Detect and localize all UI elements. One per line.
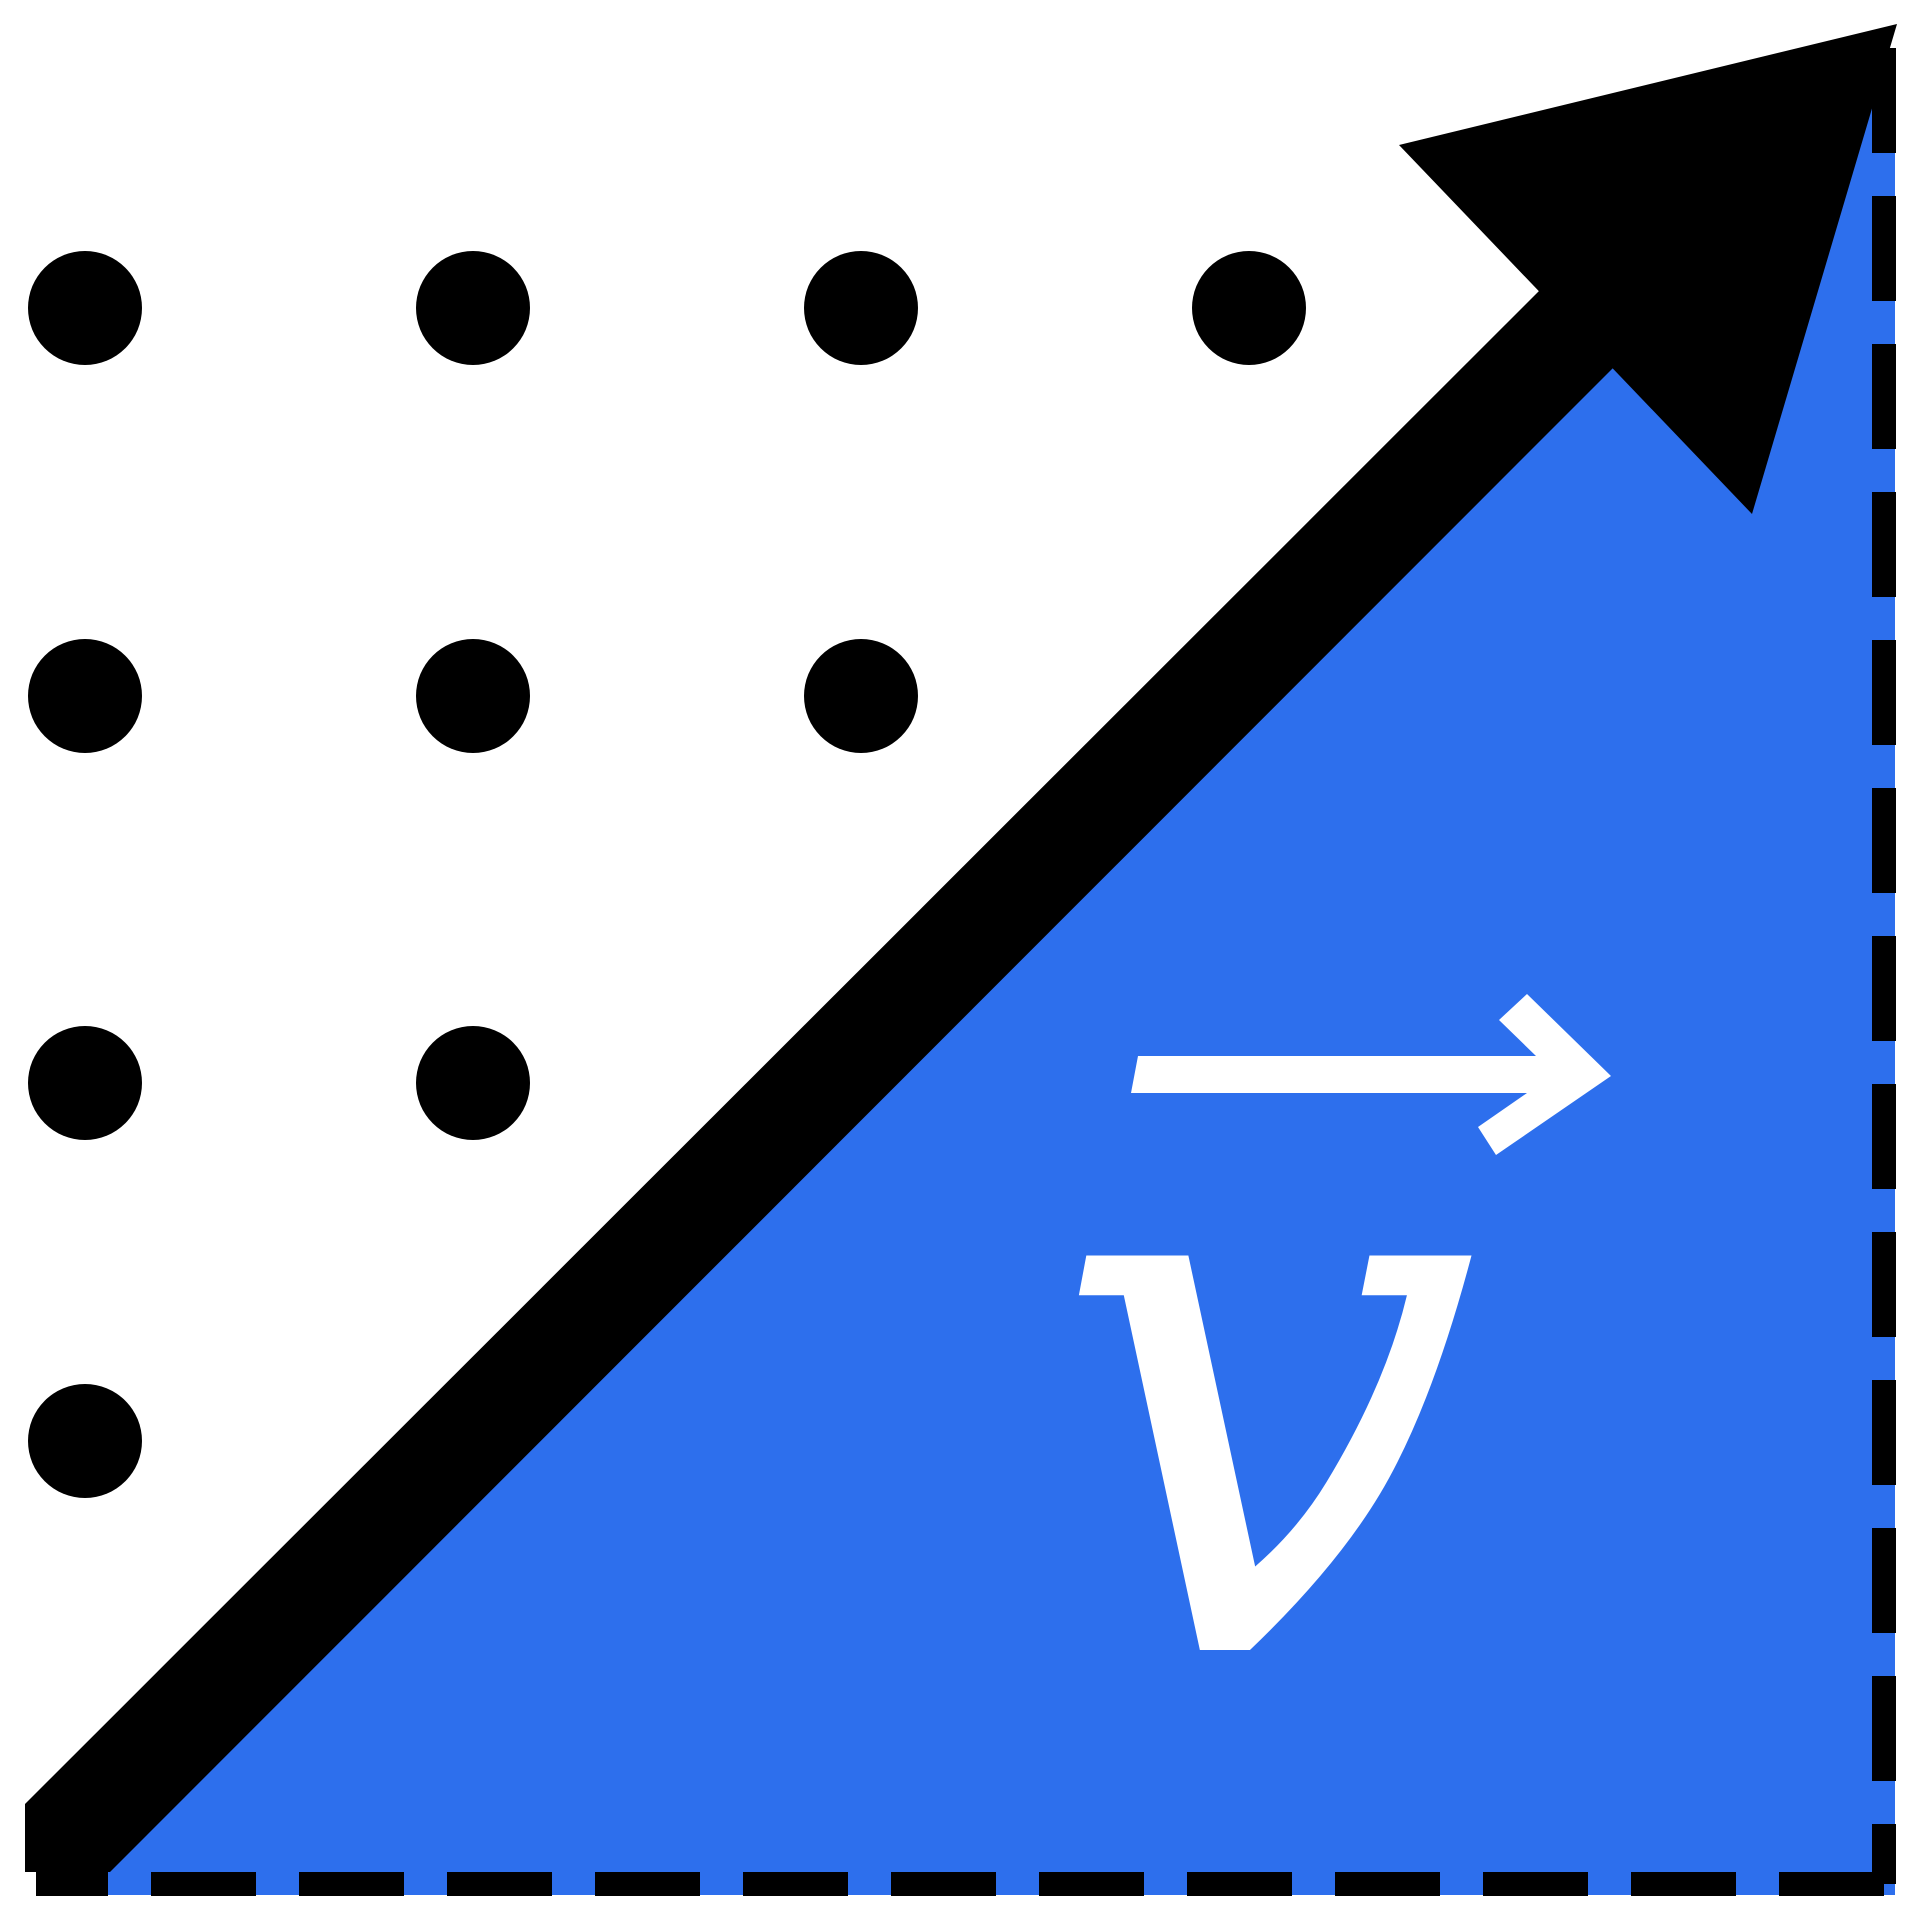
vector-v-symbol: v bbox=[1050, 946, 1611, 1830]
grid-dot bbox=[416, 251, 530, 365]
grid-dot bbox=[28, 639, 142, 753]
grid-dot bbox=[804, 251, 918, 365]
grid-dot bbox=[804, 639, 918, 753]
vector-arrow-icon bbox=[1131, 994, 1611, 1155]
grid-dot bbox=[28, 1026, 142, 1140]
grid-dot bbox=[28, 251, 142, 365]
diagonal-arrow-icon bbox=[1399, 24, 1897, 514]
grid-dot bbox=[416, 1026, 530, 1140]
vector-v-letter: v bbox=[1050, 946, 1479, 1830]
grid-dot bbox=[1192, 251, 1306, 365]
grid-dot bbox=[416, 639, 530, 753]
dot-grid bbox=[28, 251, 1306, 1498]
diagonal-arrow-shaft bbox=[25, 290, 1614, 1872]
grid-dot bbox=[28, 1384, 142, 1498]
